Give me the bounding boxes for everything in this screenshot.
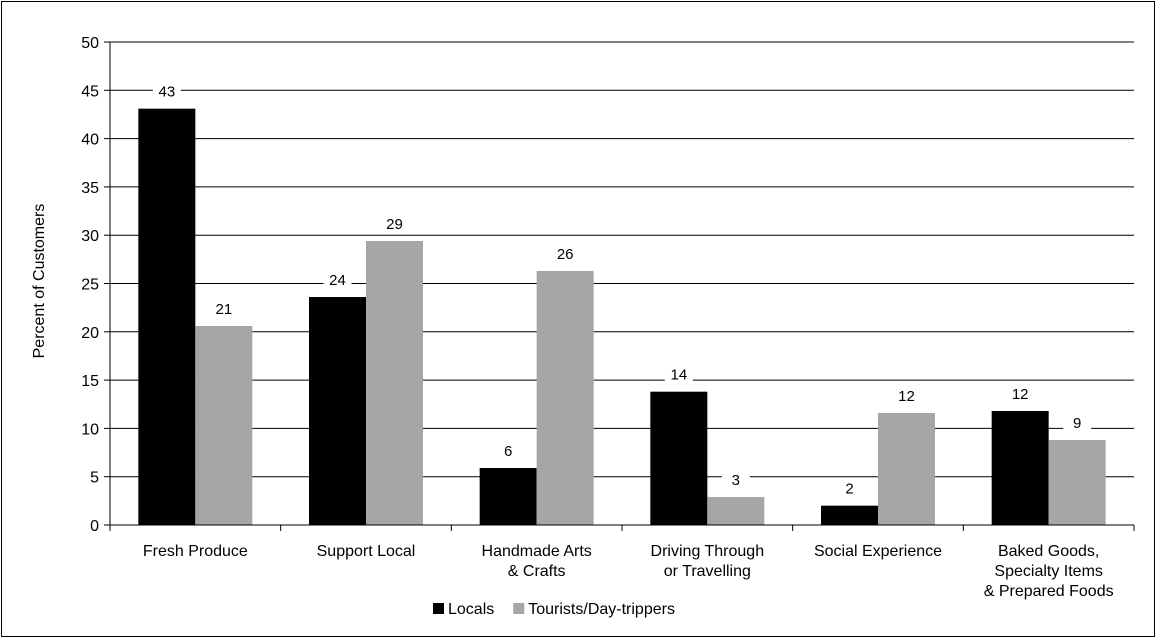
legend-swatch-tourists bbox=[513, 603, 525, 614]
y-tick-label: 35 bbox=[81, 180, 99, 197]
data-label: 14 bbox=[670, 367, 687, 384]
x-tick-label: Driving Through or Travelling bbox=[651, 543, 765, 580]
x-tick-label: Handmade Arts & Crafts bbox=[482, 543, 592, 580]
data-label-bg bbox=[664, 365, 693, 385]
legend-label-tourists: Tourists/Day-trippers bbox=[528, 601, 675, 618]
bar-tourists bbox=[366, 240, 423, 525]
data-label: 24 bbox=[329, 272, 346, 289]
bars bbox=[138, 108, 1106, 526]
data-label-bg bbox=[721, 470, 750, 490]
bar-tourists bbox=[536, 270, 594, 525]
y-axis-ticks: 0 5 10 15 20 25 30 35 40 45 50 bbox=[81, 35, 110, 535]
data-label: 21 bbox=[215, 301, 232, 318]
bar-tourists bbox=[878, 412, 935, 525]
bar-tourists bbox=[707, 496, 765, 525]
x-axis-ticks: Fresh Produce Support Local Handmade Arts &… bbox=[109, 525, 1135, 600]
bar-locals bbox=[138, 108, 196, 526]
data-label-bg bbox=[209, 300, 238, 320]
legend: Locals Tourists/Day-trippers bbox=[433, 601, 675, 618]
y-tick-label: 10 bbox=[81, 421, 99, 438]
bar-locals bbox=[821, 505, 878, 525]
y-tick-label: 40 bbox=[81, 132, 99, 149]
bar-locals bbox=[991, 411, 1049, 525]
data-labels: 43 24 6 14 2 12 21 29 26 3 12 9 bbox=[152, 82, 1092, 499]
data-label: 12 bbox=[898, 388, 915, 405]
x-tick-label: Baked Goods, Specialty Items & Prepared Fo… bbox=[984, 543, 1114, 600]
data-label: 26 bbox=[557, 246, 574, 263]
y-tick-label: 0 bbox=[90, 518, 99, 535]
gridlines bbox=[110, 41, 1134, 478]
x-tick-label: Support Local bbox=[317, 543, 416, 560]
x-tick-label: Fresh Produce bbox=[143, 543, 248, 560]
legend-label-locals: Locals bbox=[448, 601, 494, 618]
data-label-bg bbox=[551, 244, 580, 264]
y-axis-label: Percent of Customers bbox=[31, 204, 48, 359]
y-tick-label: 5 bbox=[90, 470, 99, 487]
data-label: 9 bbox=[1073, 415, 1081, 432]
data-label-bg bbox=[323, 271, 352, 291]
data-label-bg bbox=[494, 442, 523, 462]
data-label-bg bbox=[892, 386, 921, 406]
bar-locals bbox=[479, 468, 537, 525]
y-tick-label: 30 bbox=[81, 228, 99, 245]
y-tick-label: 45 bbox=[81, 83, 99, 100]
data-label: 3 bbox=[732, 472, 740, 489]
data-label: 29 bbox=[386, 216, 403, 233]
bar-tourists bbox=[195, 326, 253, 525]
x-tick-label: Social Experience bbox=[814, 543, 942, 560]
data-label-bg bbox=[1063, 413, 1092, 433]
y-tick-label: 15 bbox=[81, 373, 99, 390]
data-label-bg bbox=[380, 214, 409, 234]
data-label-bg bbox=[152, 82, 181, 102]
legend-swatch-locals bbox=[433, 603, 444, 614]
y-tick-label: 50 bbox=[81, 35, 99, 52]
data-label-bg bbox=[1006, 385, 1035, 405]
data-label: 43 bbox=[158, 84, 175, 101]
data-label-bg bbox=[835, 479, 864, 499]
data-label: 12 bbox=[1012, 386, 1029, 403]
data-label: 2 bbox=[845, 481, 853, 498]
y-tick-label: 25 bbox=[81, 277, 99, 294]
data-label: 6 bbox=[504, 443, 512, 460]
y-tick-label: 20 bbox=[81, 325, 99, 342]
bar-locals bbox=[309, 297, 366, 525]
bar-tourists bbox=[1048, 439, 1106, 525]
bar-locals bbox=[650, 391, 708, 525]
